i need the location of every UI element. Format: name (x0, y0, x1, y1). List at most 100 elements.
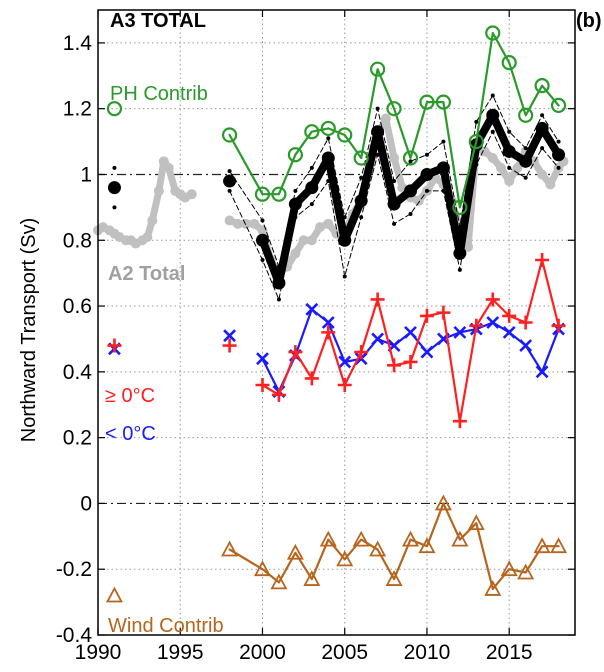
point-a3-total (321, 151, 335, 165)
point-a3-total (486, 108, 500, 122)
point-ph-contrib (106, 101, 123, 117)
point-ph-contrib (271, 186, 287, 202)
point-cold (371, 332, 385, 346)
point-ph-contrib (468, 133, 484, 150)
point-ph-contrib (435, 94, 452, 110)
point-warm (337, 378, 352, 392)
point-warm (452, 414, 467, 429)
point-ph-contrib (419, 94, 435, 110)
point-wind-contrib (484, 580, 502, 596)
point-a2-total (298, 235, 309, 246)
annotation-warm: ≥ 0°C (105, 385, 155, 407)
point-a2-total (537, 169, 548, 180)
point-a3-lower-bound (112, 205, 117, 210)
point-a3-upper-bound (227, 169, 232, 174)
point-wind-contrib (533, 537, 551, 554)
point-warm (469, 318, 484, 333)
point-a3-total (272, 276, 286, 290)
point-warm (255, 378, 270, 392)
point-a2-total (495, 162, 506, 173)
point-a2-total (504, 176, 515, 187)
point-a3-lower-bound (408, 211, 413, 216)
reference-lines (98, 173, 575, 505)
point-cold (305, 302, 319, 316)
point-a3-total (354, 194, 368, 208)
point-warm (551, 318, 566, 333)
point-wind-contrib (303, 570, 321, 586)
point-a3-upper-bound (474, 119, 479, 124)
point-a2-total (153, 185, 164, 196)
point-ph-contrib (402, 150, 419, 166)
point-ph-contrib (370, 61, 386, 77)
point-a2-total (512, 162, 523, 173)
point-wind-contrib (467, 514, 485, 531)
point-a3-lower-bound (540, 146, 545, 151)
point-ph-contrib (221, 127, 238, 143)
annotation-ph-contrib: PH Contrib (110, 83, 208, 105)
point-a3-upper-bound (424, 152, 429, 157)
point-a3-lower-bound (260, 258, 265, 262)
point-a3-total (288, 197, 302, 211)
point-warm (485, 292, 500, 307)
point-a3-upper-bound (309, 165, 314, 170)
point-wind-contrib (385, 570, 403, 586)
point-a3-upper-bound (523, 146, 528, 151)
point-wind-contrib (451, 530, 469, 547)
point-a3-total (223, 174, 237, 188)
y-tick-label: 0 (80, 492, 92, 515)
point-ph-contrib (254, 186, 271, 202)
annotation-wind-contrib: Wind Contrib (108, 615, 224, 637)
y-tick-label: 1.4 (63, 32, 93, 55)
point-wind-contrib (550, 537, 568, 554)
point-a3-lower-bound (457, 267, 462, 272)
point-a3-upper-bound (359, 175, 364, 180)
point-a3-lower-bound (490, 129, 495, 134)
point-wind-contrib (500, 560, 518, 577)
point-a3-upper-bound (326, 136, 331, 141)
point-wind-contrib (253, 560, 271, 577)
point-ph-contrib (353, 150, 369, 166)
point-a3-lower-bound (556, 165, 561, 170)
point-a3-total (535, 121, 549, 135)
point-a3-total (453, 246, 467, 260)
point-cold (519, 339, 533, 352)
point-ph-contrib (337, 127, 353, 143)
point-wind-contrib (105, 586, 123, 603)
point-a2-total (545, 179, 556, 190)
point-a3-total (502, 144, 516, 158)
point-a2-total (163, 162, 174, 173)
point-warm (304, 371, 319, 386)
point-a2-total (380, 113, 391, 124)
point-ph-contrib (304, 124, 320, 140)
point-a3-upper-bound (490, 93, 495, 98)
annotation-a2-total: A2 Total (108, 263, 185, 285)
point-a3-upper-bound (260, 218, 265, 223)
point-wind-contrib (517, 563, 535, 580)
point-a3-total (255, 233, 269, 247)
point-cold (404, 325, 417, 339)
y-tick-label: 0.4 (63, 361, 93, 384)
point-wind-contrib (336, 550, 354, 567)
point-a2-total (232, 218, 243, 229)
series-layer (93, 25, 569, 603)
x-tick-label: 2010 (404, 641, 451, 664)
point-cold (321, 316, 335, 329)
point-a2-total (315, 222, 326, 233)
point-a2-total (186, 189, 197, 200)
point-warm (288, 345, 303, 360)
point-cold (535, 365, 549, 379)
point-a2-total (306, 235, 317, 246)
point-a3-total (387, 197, 401, 211)
point-warm (403, 354, 418, 369)
series-wind-contrib-line (228, 502, 560, 591)
series-a3-lower-bound-line (229, 131, 560, 300)
point-warm (387, 358, 402, 373)
point-wind-contrib (221, 540, 239, 557)
point-ph-contrib (320, 120, 336, 137)
point-cold (338, 355, 352, 369)
point-wind-contrib (319, 530, 337, 547)
point-wind-contrib (418, 537, 436, 554)
point-a3-total (404, 184, 418, 198)
point-cold (502, 325, 516, 339)
point-a2-total (224, 215, 235, 226)
